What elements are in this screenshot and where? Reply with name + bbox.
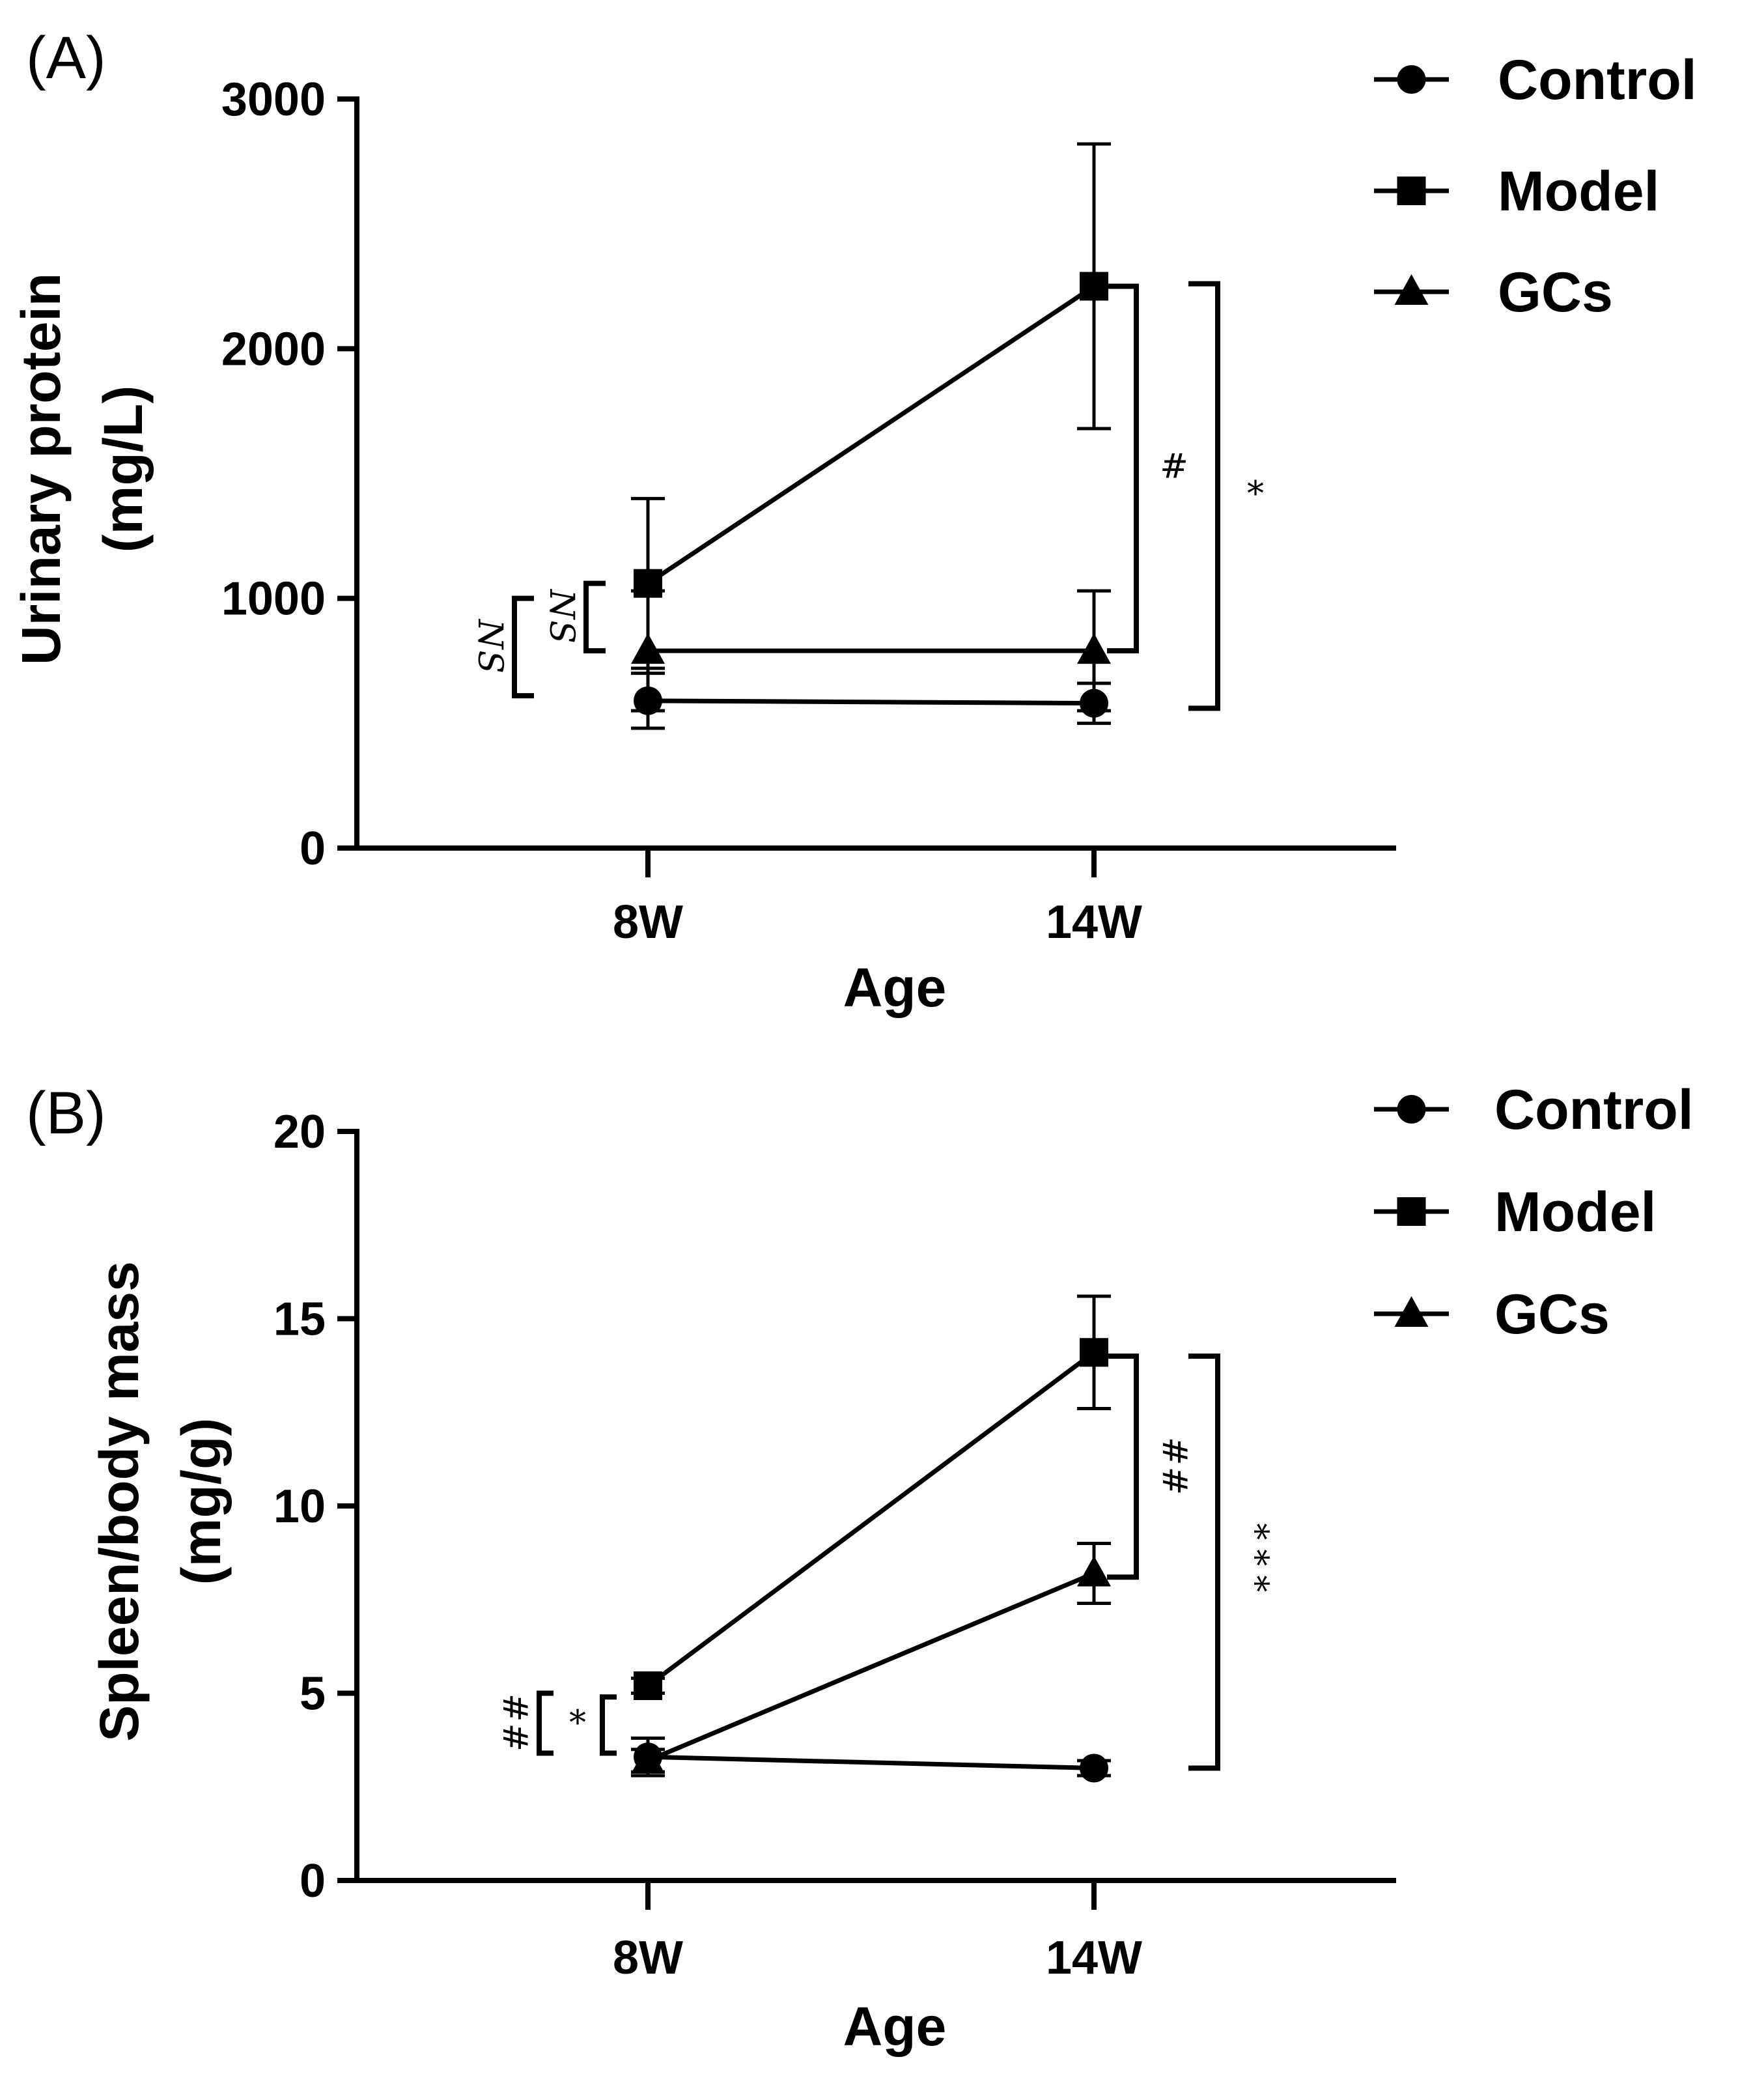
y-tick-label: 2000 (221, 323, 326, 375)
bracket-line (1107, 1354, 1139, 1580)
bracket-line (1107, 283, 1139, 654)
legend-label: GCs (1498, 261, 1613, 324)
square-point (1080, 272, 1108, 301)
legend-circle-icon (1397, 1095, 1426, 1124)
bracket-line (1188, 281, 1220, 711)
y-axis-title-line2: (mg/g) (171, 1418, 232, 1585)
x-tick-label: 8W (613, 896, 683, 948)
x-axis-title: Age (843, 957, 947, 1018)
bracket-line (583, 580, 606, 654)
triangle-point (631, 633, 665, 664)
significance-bracket: # (1107, 283, 1188, 654)
x-tick-label: 14W (1046, 1932, 1142, 1984)
y-axis-title-line1: Urinary protein (10, 273, 72, 665)
bracket-line (600, 1694, 617, 1756)
series-line (647, 698, 1095, 706)
significance-label: # (1160, 447, 1188, 486)
series-model (631, 1294, 1111, 1700)
legend-item-control: Control (1374, 1079, 1694, 1141)
bracket-line (1188, 1354, 1220, 1771)
significance-bracket: * (569, 1694, 617, 1756)
panel-label: (B) (26, 1080, 106, 1146)
triangle-point (1077, 1555, 1111, 1587)
y-axis-title-line1: Spleen/body mass (89, 1261, 150, 1742)
y-tick-label: 1000 (221, 573, 326, 625)
legend-item-gcs: GCs (1374, 261, 1613, 324)
y-tick-label: 3000 (221, 74, 326, 126)
series-line (647, 284, 1095, 586)
circle-point (1080, 1753, 1108, 1783)
significance-label: NS (542, 588, 581, 645)
significance-bracket: * (1188, 281, 1264, 711)
significance-label: NS (470, 618, 509, 675)
y-axis-title-line2: (mg/L) (92, 386, 154, 553)
series-line (647, 1754, 1095, 1770)
triangle-point (631, 1743, 665, 1774)
legend-item-model: Model (1374, 160, 1659, 223)
y-tick-label: 15 (273, 1294, 326, 1346)
square-point (1080, 1338, 1108, 1367)
x-tick-label: 8W (613, 1932, 683, 1984)
x-tick-label: 14W (1046, 896, 1142, 948)
legend-item-model: Model (1374, 1181, 1656, 1243)
square-point (634, 1671, 662, 1700)
legend-square-icon (1397, 1197, 1426, 1226)
series-control (631, 1737, 1111, 1783)
panel-label: (A) (26, 25, 106, 91)
significance-label: * (569, 1703, 586, 1742)
significance-label: ## (495, 1694, 534, 1753)
chart-panel-a: (A) 0 1000 2000 3000 8W 14W Age Urinary protein (… (10, 25, 1697, 1018)
triangle-point (1077, 633, 1111, 664)
y-tick-label: 20 (273, 1106, 326, 1158)
legend-triangle-icon (1394, 274, 1429, 305)
series-model (631, 142, 1111, 670)
significance-label: * (1247, 475, 1264, 514)
series-line (647, 1571, 1095, 1763)
significance-label: ## (1155, 1437, 1194, 1496)
legend-circle-icon (1397, 65, 1426, 94)
legend-label: Control (1494, 1079, 1694, 1141)
bracket-line (512, 595, 534, 699)
series-gcs (631, 1542, 1111, 1774)
y-tick-label: 10 (273, 1481, 326, 1533)
x-axis-title: Age (843, 1996, 947, 2057)
bracket-line (537, 1690, 554, 1756)
significance-label: *** (1236, 1523, 1275, 1601)
series-line (646, 1350, 1096, 1688)
y-tick-label: 5 (300, 1668, 326, 1720)
significance-bracket: NS (470, 595, 534, 699)
legend-label: Model (1494, 1181, 1656, 1243)
y-tick-label: 0 (300, 1855, 326, 1907)
significance-bracket: *** (1188, 1354, 1275, 1771)
chart-panel-b: (B) 0 5 10 15 20 8W 14W Age Spleen/body mass (mg/g… (26, 1079, 1694, 2057)
legend-label: Model (1498, 160, 1659, 223)
legend-item-control: Control (1374, 49, 1697, 111)
legend-triangle-icon (1394, 1296, 1429, 1327)
series-gcs (631, 589, 1111, 713)
legend-label: GCs (1494, 1283, 1610, 1346)
legend-item-gcs: GCs (1374, 1283, 1610, 1346)
y-tick-label: 0 (300, 823, 326, 875)
legend-square-icon (1397, 177, 1426, 205)
significance-bracket: ## (1107, 1354, 1194, 1580)
significance-bracket: ## (495, 1690, 554, 1756)
legend-label: Control (1498, 49, 1697, 111)
series-control (631, 672, 1111, 730)
significance-bracket: NS (542, 580, 606, 654)
